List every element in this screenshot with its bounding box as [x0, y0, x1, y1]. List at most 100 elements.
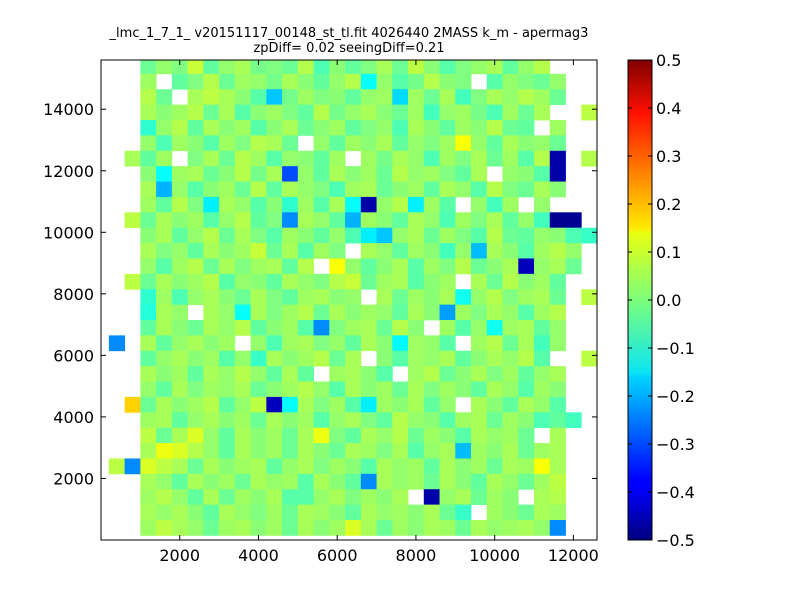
heatmap-cell: [376, 412, 393, 429]
heatmap-cell: [266, 150, 283, 167]
heatmap-cell: [518, 473, 535, 490]
heatmap-cell: [266, 243, 283, 259]
heatmap-cell: [234, 458, 251, 475]
heatmap-cell: [534, 135, 551, 152]
heatmap-cell: [376, 520, 393, 536]
heatmap-cell: [502, 104, 519, 121]
heatmap-cell: [156, 227, 173, 244]
heatmap-cell: [360, 166, 377, 182]
heatmap-cell: [140, 212, 157, 229]
heatmap-cell: [502, 443, 519, 459]
heatmap-cell: [329, 212, 346, 229]
heatmap-cell: [329, 104, 346, 121]
heatmap-cell: [297, 166, 314, 182]
heatmap-cell: [471, 412, 488, 429]
heatmap-cell: [455, 304, 472, 321]
heatmap-cell: [203, 335, 220, 352]
heatmap-cell: [486, 350, 503, 367]
heatmap-cell: [518, 520, 535, 536]
heatmap-cell: [360, 258, 377, 275]
heatmap-cell: [187, 212, 204, 229]
heatmap-cell: [423, 381, 440, 398]
heatmap-cell: [408, 135, 425, 152]
heatmap-cell: [549, 412, 566, 429]
heatmap-cell: [313, 227, 330, 244]
heatmap-cell: [534, 60, 551, 75]
heatmap-cell: [234, 304, 251, 321]
heatmap-cell: [408, 243, 425, 259]
heatmap-cell: [297, 120, 314, 136]
heatmap-cell: [140, 135, 157, 152]
heatmap-cell: [423, 73, 440, 90]
heatmap-cell: [502, 489, 519, 506]
heatmap-cell: [471, 243, 488, 259]
heatmap-cell: [408, 335, 425, 352]
heatmap-cell: [486, 150, 503, 167]
heatmap-cell: [392, 350, 409, 367]
heatmap-cell: [187, 196, 204, 213]
heatmap-cell: [219, 396, 236, 413]
heatmap-cell: [187, 104, 204, 121]
heatmap-cell: [455, 504, 472, 521]
heatmap-cell: [250, 73, 267, 90]
heatmap-cell: [266, 135, 283, 152]
heatmap-cell: [203, 150, 220, 167]
heatmap-cell: [219, 427, 236, 444]
heatmap-cell: [329, 335, 346, 352]
heatmap-cell: [282, 120, 299, 136]
heatmap-cell: [250, 135, 267, 152]
heatmap-cell: [471, 520, 488, 536]
heatmap-cell: [471, 181, 488, 198]
heatmap-cell: [219, 350, 236, 367]
colorbar-tick-label: 0.4: [656, 99, 681, 118]
heatmap-cell: [518, 273, 535, 290]
heatmap-cell: [282, 366, 299, 382]
heatmap-cell: [360, 135, 377, 152]
heatmap-cell: [455, 258, 472, 275]
heatmap-cell: [203, 227, 220, 244]
heatmap-cell: [140, 443, 157, 459]
heatmap-cell: [345, 258, 362, 275]
heatmap-cell: [502, 166, 519, 182]
heatmap-cell: [345, 60, 362, 75]
heatmap-cell: [360, 212, 377, 229]
heatmap-cell: [360, 120, 377, 136]
heatmap-cells: [108, 60, 598, 536]
heatmap-cell: [471, 227, 488, 244]
heatmap-cell: [502, 73, 519, 90]
heatmap-cell: [376, 350, 393, 367]
heatmap-cell: [565, 243, 582, 259]
heatmap-cell: [234, 350, 251, 367]
heatmap-cell: [140, 504, 157, 521]
heatmap-cell: [439, 104, 456, 121]
heatmap-cell: [124, 150, 141, 167]
heatmap-cell: [455, 104, 472, 121]
heatmap-cell: [455, 350, 472, 367]
heatmap-cell: [171, 196, 189, 213]
heatmap-cell: [408, 73, 425, 90]
heatmap-cell: [455, 427, 472, 444]
heatmap-cell: [502, 243, 519, 259]
heatmap-cell: [219, 196, 236, 213]
heatmap-cell: [250, 120, 267, 136]
heatmap-cell: [219, 150, 236, 167]
heatmap-cell: [408, 458, 425, 475]
heatmap-cell: [439, 150, 456, 167]
heatmap-cell: [250, 60, 267, 75]
y-tick-label: 6000: [53, 346, 94, 365]
heatmap-cell: [423, 181, 440, 198]
heatmap-cell: [266, 104, 283, 121]
heatmap-cell: [486, 104, 503, 121]
heatmap-cell: [203, 289, 220, 306]
heatmap-cell: [549, 458, 566, 475]
heatmap-cell: [329, 135, 346, 152]
heatmap-cell: [156, 181, 173, 198]
heatmap-cell: [549, 473, 566, 490]
heatmap-cell: [282, 427, 299, 444]
heatmap-cell: [408, 258, 425, 275]
heatmap-cell: [518, 443, 535, 459]
heatmap-cell: [518, 335, 535, 352]
heatmap-cell: [439, 489, 456, 506]
heatmap-cell: [266, 366, 283, 382]
